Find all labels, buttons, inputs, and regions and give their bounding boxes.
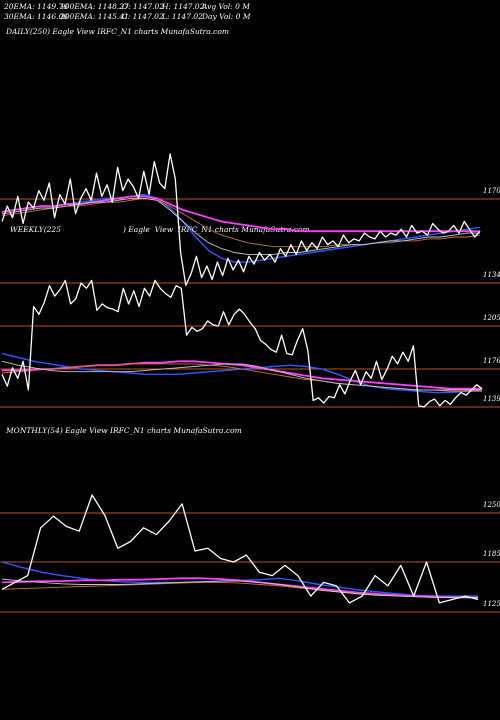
stat-30ema: 30EMA: 1146.06 — [4, 12, 69, 21]
stat-day-vol: Day Vol: 0 M — [202, 12, 251, 21]
daily-ema-grey-line — [1, 197, 480, 255]
weekly-y-tick-label: 1205 — [483, 314, 500, 322]
monthly-ema-grey-line — [1, 578, 478, 598]
daily-y-tick-label: 1170 — [483, 187, 500, 195]
stat-open: O: 1147.02 — [122, 2, 165, 11]
daily-price-line — [1, 153, 481, 286]
daily-ema-blue-line — [1, 193, 481, 263]
monthly-y-tick-label: 1185 — [483, 550, 500, 558]
monthly-y-tick-label: 1125 — [483, 600, 500, 608]
monthly-y-tick-label: 1250 — [483, 501, 500, 509]
weekly-y-tick-label: 1176 — [483, 357, 500, 365]
weekly-price-line — [1, 279, 483, 408]
stat-close: C: 1147.02 — [122, 12, 164, 21]
daily-y-tick-label: 1134 — [483, 271, 500, 279]
weekly-ema-grey-line — [1, 360, 482, 391]
daily-chart-title: DAILY(250) Eagle View IRFC_N1 charts Mun… — [6, 27, 229, 36]
weekly-ema-blue-line — [1, 352, 483, 394]
weekly-y-tick-label: 1139 — [483, 395, 500, 403]
stat-20ema: 20EMA: 1149.76 — [4, 2, 69, 11]
stat-avg-vol: Avg Vol: 0 M — [202, 2, 250, 11]
stat-low: L: 1147.02 — [162, 12, 203, 21]
monthly-chart-title: MONTHLY(54) Eagle View IRFC_N1 charts Mu… — [6, 426, 242, 435]
weekly-ema-magenta-line — [2, 360, 482, 390]
stat-200ema: 200EMA: 1145.41 — [60, 12, 129, 21]
monthly-ema-magenta-line — [1, 577, 478, 599]
stat-high: H: 1147.02 — [162, 2, 205, 11]
stat-100ema: 100EMA: 1148.27 — [60, 2, 129, 11]
monthly-price-line — [1, 494, 479, 604]
